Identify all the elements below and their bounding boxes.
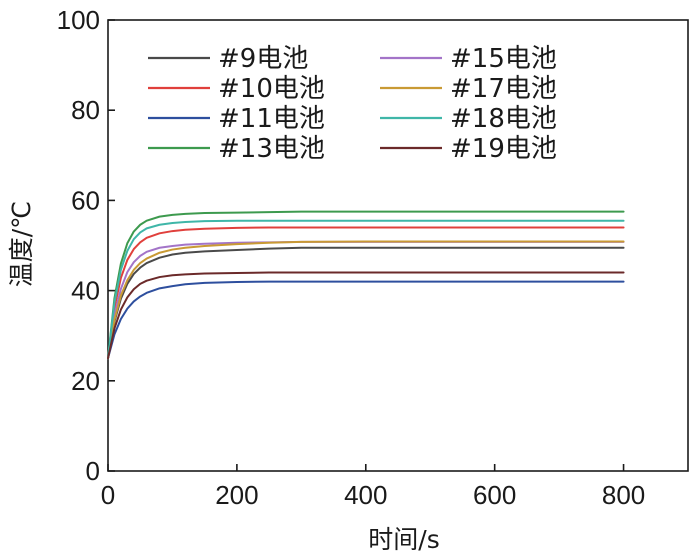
series-line-3 xyxy=(107,280,625,360)
legend-label: #15电池 xyxy=(450,44,557,74)
legend-label: #9电池 xyxy=(218,44,308,74)
series-line-4 xyxy=(107,210,625,360)
y-tick-label: 40 xyxy=(71,276,100,306)
x-tick-label: 600 xyxy=(473,480,516,510)
y-tick-label: 20 xyxy=(71,366,100,396)
legend-label: #11电池 xyxy=(218,104,325,134)
x-tick-label: 200 xyxy=(215,480,258,510)
legend-label: #10电池 xyxy=(218,74,325,104)
plot-area-frame xyxy=(107,19,689,472)
legend-label: #17电池 xyxy=(450,74,557,104)
legend-label: #19电池 xyxy=(450,134,557,164)
x-axis-title: 时间/s xyxy=(368,525,439,554)
legend-label: #13电池 xyxy=(218,134,325,164)
y-tick-label: 60 xyxy=(71,185,100,215)
series-line-8 xyxy=(107,271,625,360)
y-tick-label: 0 xyxy=(86,456,100,486)
y-axis-title: 温度/℃ xyxy=(7,201,36,288)
x-tick-label: 400 xyxy=(344,480,387,510)
x-tick-label: 0 xyxy=(101,480,115,510)
legend-label: #18电池 xyxy=(450,104,557,134)
x-tick-label: 800 xyxy=(602,480,645,510)
y-tick-label: 100 xyxy=(57,5,100,35)
series-line-2 xyxy=(107,226,625,360)
y-tick-label: 80 xyxy=(71,95,100,125)
series-line-6 xyxy=(107,240,625,360)
series-line-7 xyxy=(107,219,625,360)
series-line-1 xyxy=(107,246,625,360)
series-line-5 xyxy=(107,240,625,360)
